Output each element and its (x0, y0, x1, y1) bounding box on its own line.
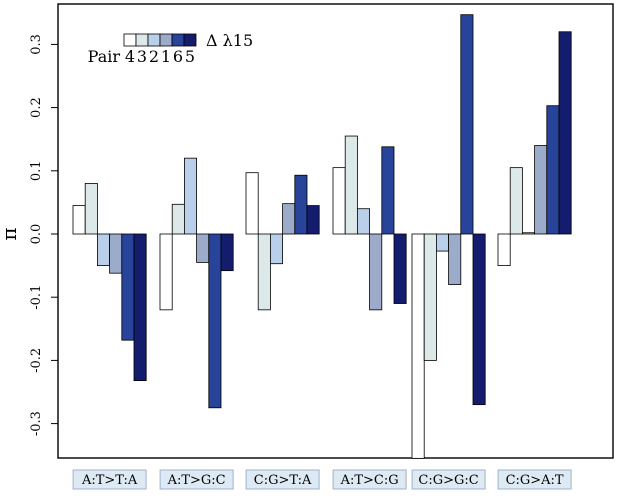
legend-swatch (147, 33, 161, 47)
y-tick-label: 0.0 (29, 224, 44, 245)
category-label-box (72, 469, 147, 490)
bar (344, 135, 358, 235)
bar (257, 233, 271, 311)
bar (109, 233, 123, 274)
bar (72, 205, 86, 235)
bar-group (332, 135, 407, 311)
bar (546, 105, 560, 235)
bars (72, 14, 572, 459)
category-label-box (332, 469, 407, 490)
category-label-box (411, 469, 486, 490)
bar-group (245, 172, 320, 311)
bar (369, 233, 383, 311)
bar-group (159, 157, 234, 409)
bar (558, 31, 572, 235)
bar (534, 145, 548, 235)
bar (245, 172, 259, 235)
bar (84, 183, 98, 235)
bar (448, 233, 462, 285)
category-label: C:G>A:T (506, 473, 564, 488)
bar (393, 233, 407, 304)
legend: 4 3 2 1 6 5 Pair Δ λ15 (88, 31, 254, 66)
bar (356, 208, 370, 235)
bar (282, 203, 296, 235)
legend-entry-label: 3 (137, 47, 147, 66)
category-label: A:T>G:C (167, 473, 226, 488)
bar (196, 233, 210, 263)
legend-title: Pair (88, 47, 121, 66)
category-label: A:T>C:G (340, 473, 399, 488)
y-tick-label: -0.1 (29, 285, 44, 310)
legend-swatch (171, 33, 185, 47)
legend-swatch (123, 33, 137, 47)
bar (435, 233, 449, 252)
bar-group (72, 183, 147, 382)
category-label: A:T>T:A (81, 473, 138, 488)
y-tick-label: 0.3 (29, 34, 44, 55)
bar (133, 233, 147, 382)
category-label-box (159, 469, 234, 490)
bar (97, 233, 111, 267)
y-axis: -0.3 -0.2 -0.1 0.0 0.1 0.2 0.3 (29, 34, 58, 436)
bar (220, 233, 234, 272)
bar (208, 233, 222, 409)
bar (522, 232, 536, 235)
bar (183, 157, 197, 235)
bar (306, 205, 320, 235)
legend-entry-label: 2 (149, 47, 159, 66)
bar-group (411, 14, 486, 459)
legend-swatch (183, 33, 197, 47)
y-tick-label: 0.1 (29, 160, 44, 181)
category-labels: A:T>T:A A:T>G:C C:G>T:A A:T>C:G C:G>G:C C:G>A… (72, 469, 572, 490)
category-label: C:G>T:A (254, 473, 312, 488)
bar (381, 146, 395, 235)
bar (423, 233, 437, 361)
legend-swatch (159, 33, 173, 47)
bar (472, 233, 486, 406)
y-tick-label: -0.3 (29, 411, 44, 436)
plot-frame (57, 3, 614, 459)
y-axis-title: π (0, 227, 21, 240)
y-tick-label: 0.2 (29, 97, 44, 118)
bar (460, 14, 474, 235)
legend-swatch (135, 33, 149, 47)
bar (159, 233, 173, 311)
category-label-box (497, 469, 572, 490)
legend-delta-label: Δ λ15 (206, 31, 253, 50)
bar (171, 203, 185, 235)
legend-entry-label: 4 (125, 47, 135, 66)
bar-group (497, 31, 572, 267)
category-label-box (245, 469, 320, 490)
legend-entry-label: 1 (161, 47, 171, 66)
legend-entry-label: 6 (173, 47, 183, 66)
bar (411, 233, 425, 459)
bar (497, 233, 511, 267)
bar (294, 174, 308, 235)
y-tick-label: -0.2 (29, 348, 44, 373)
legend-entry-label: 5 (185, 47, 195, 66)
bar (269, 233, 283, 265)
bar (332, 167, 346, 235)
bar (509, 167, 523, 235)
category-label: C:G>G:C (418, 473, 478, 488)
bar (121, 233, 135, 341)
